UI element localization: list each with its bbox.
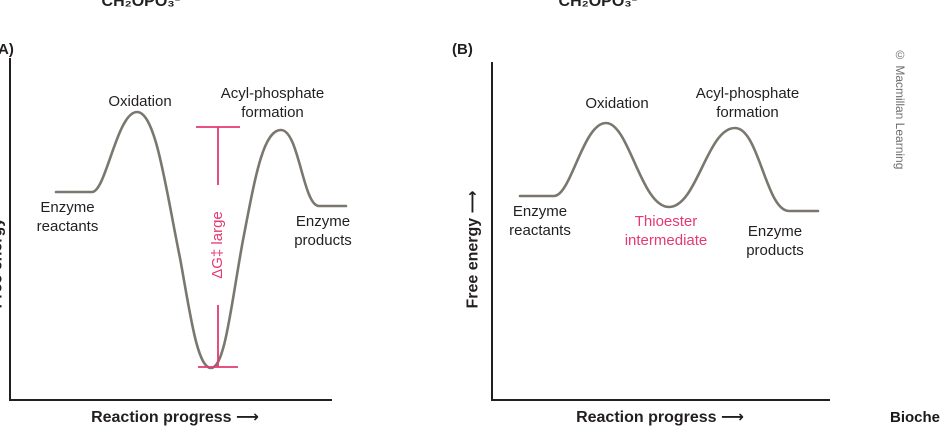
panel-b-x-axis-label: Reaction progress ⟶	[576, 409, 744, 426]
panel-a-enzyme-products-label: Enzyme products	[294, 213, 352, 249]
panel-a-x-axis-label: Reaction progress ⟶	[91, 409, 259, 426]
panel-a-y-axis-label: Free energy ⟶	[0, 190, 6, 309]
panel-a-axes	[9, 58, 332, 401]
panel-a-oxidation-label: Oxidation	[108, 93, 172, 110]
panel-b-thioester-intermediate-label: Thioester intermediate	[624, 213, 708, 249]
panel-b-y-axis-label: Free energy ⟶	[464, 190, 482, 309]
panel-a-curve	[54, 110, 348, 370]
panel-a-letter: (A)	[0, 41, 14, 58]
panel-b-oxidation-label: Oxidation	[585, 95, 649, 112]
panel-b-enzyme-products-label: Enzyme products	[746, 223, 804, 259]
panel-a-enzyme-reactants-label: Enzyme reactants	[36, 199, 99, 235]
panel-a-acyl-phosphate-label: Acyl-phosphate formation	[220, 85, 325, 121]
publisher-credit: © Macmillan Learning	[893, 48, 907, 170]
panel-b-acyl-phosphate-label: Acyl-phosphate formation	[695, 85, 800, 121]
bottom-caption: Bioche	[890, 409, 941, 426]
panel-a-delta-g-label: ΔG‡ large	[208, 185, 228, 305]
panel-b-letter: (B)	[452, 41, 473, 58]
panel-b-curve	[518, 121, 820, 213]
panel-b-axes	[491, 62, 830, 401]
formula-right: CH₂OPO₃²⁻	[558, 0, 646, 10]
formula-left: CH₂OPO₃²⁻	[101, 0, 189, 10]
panel-b-enzyme-reactants-label: Enzyme reactants	[509, 203, 571, 239]
